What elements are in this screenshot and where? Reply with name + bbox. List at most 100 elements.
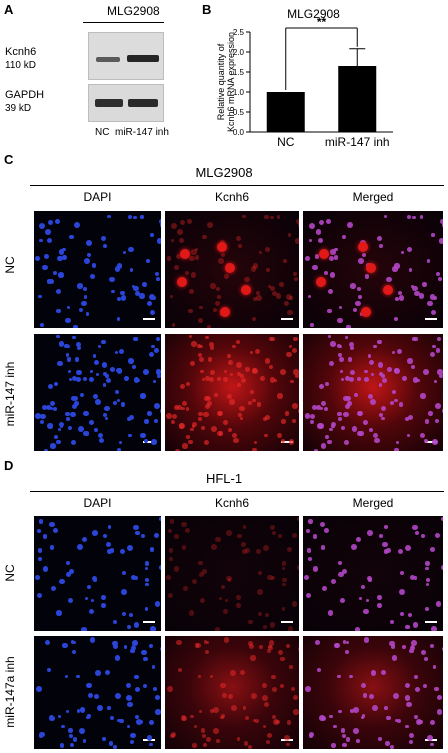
cell-nucleus bbox=[38, 556, 43, 561]
cell-nucleus bbox=[327, 439, 332, 445]
cell-nucleus bbox=[212, 727, 219, 734]
cell-nucleus bbox=[408, 739, 414, 744]
cell-nucleus bbox=[291, 533, 297, 539]
cell-nucleus bbox=[291, 403, 298, 410]
cell-nucleus bbox=[263, 701, 270, 708]
cell-nucleus bbox=[220, 715, 224, 720]
cell-nucleus bbox=[188, 288, 194, 294]
scale-bar bbox=[143, 318, 155, 320]
bright-cell bbox=[357, 241, 368, 252]
cell-nucleus bbox=[42, 566, 48, 572]
cell-nucleus bbox=[46, 422, 53, 429]
bar-1 bbox=[338, 66, 377, 132]
cell-nucleus bbox=[293, 336, 298, 342]
cell-nucleus bbox=[214, 627, 221, 631]
cell-nucleus bbox=[126, 544, 133, 551]
cell-nucleus bbox=[122, 611, 127, 616]
cell-nucleus bbox=[369, 428, 373, 432]
cell-nucleus bbox=[149, 547, 155, 553]
cell-nucleus bbox=[243, 740, 249, 746]
cell-nucleus bbox=[142, 282, 147, 288]
cell-nucleus bbox=[242, 706, 247, 710]
cell-nucleus bbox=[440, 516, 443, 521]
blot-band-kcnh6-inh bbox=[127, 55, 159, 62]
cell-nucleus bbox=[143, 684, 148, 689]
panel-d-header-rule bbox=[30, 491, 444, 492]
cell-nucleus bbox=[327, 335, 331, 339]
cell-nucleus bbox=[199, 306, 203, 310]
cell-nucleus bbox=[66, 306, 70, 310]
cell-nucleus bbox=[367, 353, 372, 358]
cell-nucleus bbox=[185, 406, 190, 411]
cell-nucleus bbox=[405, 416, 410, 421]
cell-nucleus bbox=[55, 219, 60, 225]
cell-nucleus bbox=[429, 742, 434, 747]
cell-nucleus bbox=[412, 622, 418, 628]
cell-nucleus bbox=[393, 368, 400, 374]
cell-nucleus bbox=[434, 379, 438, 384]
cell-nucleus bbox=[407, 358, 413, 364]
cell-nucleus bbox=[109, 547, 115, 553]
cell-nucleus bbox=[49, 279, 54, 285]
cell-nucleus bbox=[51, 585, 57, 591]
bright-cell bbox=[241, 285, 252, 296]
cell-nucleus bbox=[148, 643, 153, 648]
cell-nucleus bbox=[392, 266, 398, 272]
bright-cell bbox=[177, 277, 188, 288]
cell-nucleus bbox=[406, 433, 411, 438]
cell-nucleus bbox=[42, 264, 48, 271]
cell-nucleus bbox=[420, 215, 424, 219]
bright-cell bbox=[383, 285, 394, 296]
cell-nucleus bbox=[89, 369, 94, 374]
cell-nucleus bbox=[130, 732, 136, 738]
cell-nucleus bbox=[411, 364, 416, 369]
cell-nucleus bbox=[204, 404, 211, 410]
cell-nucleus bbox=[56, 288, 62, 294]
cell-nucleus bbox=[37, 548, 42, 553]
cell-nucleus bbox=[191, 421, 197, 428]
cell-nucleus bbox=[197, 344, 202, 349]
cell-nucleus bbox=[81, 300, 87, 307]
cell-nucleus bbox=[405, 544, 412, 551]
blot-row-label-kcnh6: Kcnh6 bbox=[5, 46, 37, 58]
cell-nucleus bbox=[392, 390, 397, 395]
cell-nucleus bbox=[159, 516, 161, 521]
cell-nucleus bbox=[333, 255, 339, 260]
cell-nucleus bbox=[217, 295, 222, 300]
cell-nucleus bbox=[45, 228, 52, 235]
cell-nucleus bbox=[210, 543, 217, 550]
cell-nucleus bbox=[286, 719, 292, 725]
cell-nucleus bbox=[397, 549, 403, 555]
cell-nucleus bbox=[292, 271, 297, 276]
cell-nucleus bbox=[148, 294, 155, 301]
cell-nucleus bbox=[118, 718, 124, 724]
cell-nucleus bbox=[256, 589, 263, 596]
cell-nucleus bbox=[97, 432, 103, 439]
cell-nucleus bbox=[82, 286, 87, 291]
cell-nucleus bbox=[304, 255, 310, 261]
cell-nucleus bbox=[205, 395, 212, 402]
cell-nucleus bbox=[369, 694, 374, 699]
cell-nucleus bbox=[394, 718, 399, 723]
cell-nucleus bbox=[59, 578, 65, 584]
cell-nucleus bbox=[181, 545, 187, 550]
cell-nucleus bbox=[42, 404, 48, 410]
cell-nucleus bbox=[205, 736, 211, 742]
cell-nucleus bbox=[391, 350, 395, 355]
cell-nucleus bbox=[351, 426, 358, 432]
cell-nucleus bbox=[228, 694, 234, 699]
cell-nucleus bbox=[154, 403, 160, 410]
cell-nucleus bbox=[366, 529, 373, 536]
cell-nucleus bbox=[315, 405, 321, 411]
cell-nucleus bbox=[236, 603, 241, 608]
cell-nucleus bbox=[305, 686, 311, 693]
cell-nucleus bbox=[247, 401, 253, 406]
cell-nucleus bbox=[223, 369, 228, 374]
cell-nucleus bbox=[65, 352, 70, 357]
cell-nucleus bbox=[330, 578, 337, 584]
cell-nucleus bbox=[328, 360, 335, 367]
cell-nucleus bbox=[98, 437, 104, 444]
cell-nucleus bbox=[327, 610, 334, 616]
cell-nucleus bbox=[213, 707, 219, 713]
cell-nucleus bbox=[67, 597, 73, 603]
